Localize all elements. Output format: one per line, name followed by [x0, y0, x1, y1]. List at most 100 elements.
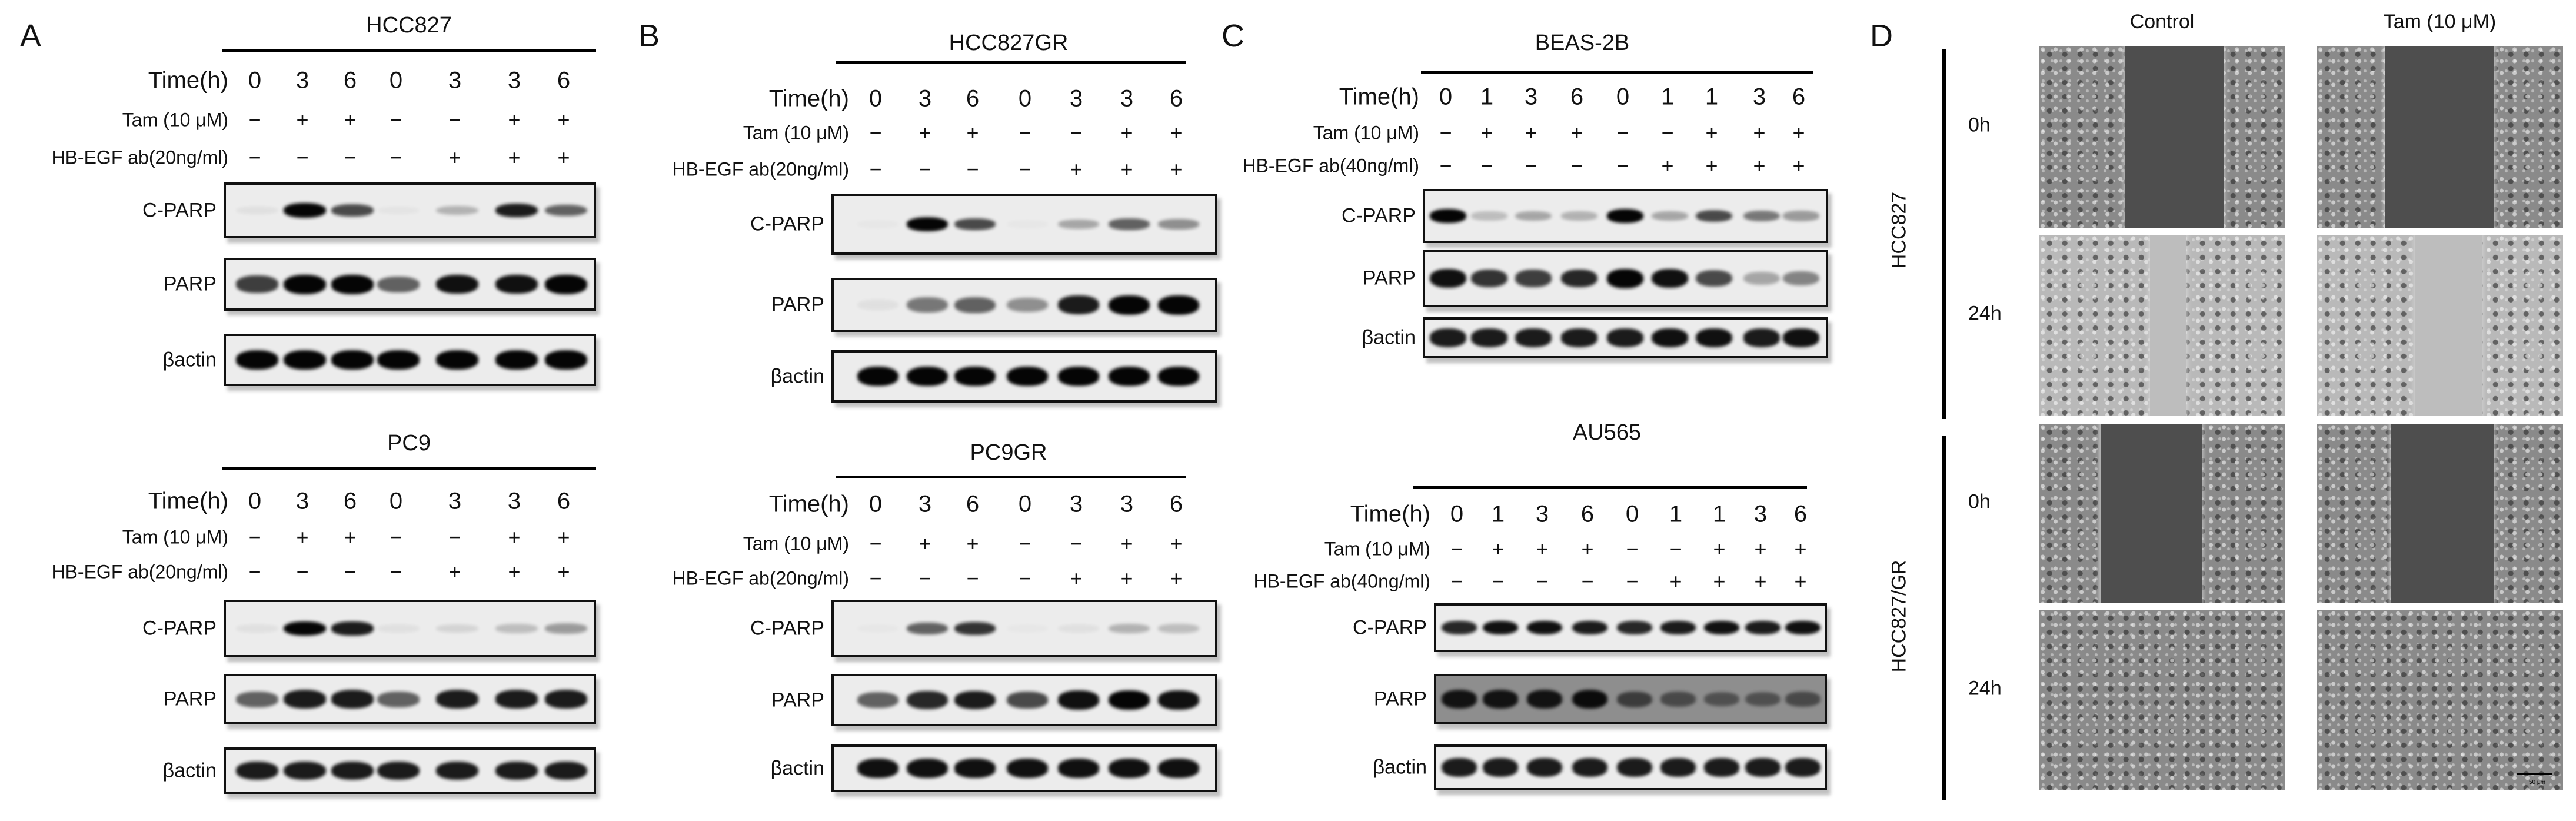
tam-row-label: Tam (10 μM) [743, 533, 849, 554]
ab-value: + [1754, 569, 1767, 593]
band [1515, 270, 1552, 287]
band [1430, 208, 1466, 224]
blot-label: βactin [162, 759, 217, 782]
tam-value: − [869, 121, 882, 145]
band [954, 759, 996, 778]
band [1007, 367, 1048, 386]
band [331, 690, 374, 709]
title-underline [1413, 486, 1807, 489]
tam-row-label: Tam (10 μM) [1313, 122, 1419, 144]
band [1704, 620, 1739, 635]
ab-row-label: HB-EGF ab(20ng/ml) [51, 561, 228, 583]
time-value: 3 [918, 491, 932, 517]
time-value: 0 [1450, 501, 1464, 527]
band [1652, 328, 1688, 348]
time-value: 1 [1491, 501, 1505, 527]
band [1660, 620, 1696, 635]
band [857, 624, 898, 632]
blot-parp [224, 674, 596, 724]
blot-label: PARP [163, 272, 217, 295]
blot-parp [224, 258, 596, 311]
band [1561, 328, 1597, 347]
blot-label: C-PARP [142, 199, 217, 221]
band [284, 274, 326, 294]
band [1442, 621, 1477, 634]
band [907, 367, 948, 386]
blot-label: PARP [163, 687, 217, 710]
time-value: 6 [1793, 501, 1808, 527]
tam-value: + [918, 121, 931, 145]
title-underline [836, 61, 1186, 64]
blot-label: C-PARP [1353, 616, 1427, 639]
tam-value: + [1570, 121, 1583, 145]
ab-value: − [918, 566, 931, 590]
band [284, 203, 326, 218]
band [1572, 689, 1607, 709]
blot-label: C-PARP [750, 617, 824, 640]
band [1483, 690, 1518, 709]
time-value: 6 [1570, 84, 1584, 110]
time-value: 6 [343, 488, 357, 514]
band [1007, 220, 1048, 228]
band [495, 690, 538, 709]
band [1652, 211, 1688, 221]
ab-value: − [966, 157, 979, 181]
ab-value: − [1536, 569, 1549, 593]
column-header: Tam (10 μM) [2383, 11, 2497, 33]
tam-value: + [1792, 121, 1805, 145]
band [545, 350, 587, 370]
blot-label: PARP [771, 293, 824, 316]
tam-value: + [966, 121, 979, 145]
tam-value: + [1525, 121, 1537, 145]
ab-value: − [296, 560, 309, 584]
time-value: 0 [389, 488, 403, 514]
band [1704, 692, 1739, 707]
ab-value: − [869, 566, 882, 590]
band [1743, 210, 1780, 222]
band [284, 621, 326, 636]
ab-value: − [1626, 569, 1639, 593]
band [1471, 211, 1507, 221]
band [1785, 758, 1820, 777]
band [1109, 295, 1150, 315]
band [1515, 211, 1552, 221]
band [1527, 690, 1562, 709]
band [1471, 270, 1507, 287]
band [1743, 271, 1780, 285]
tam-value: − [390, 108, 402, 132]
time-value: 6 [1169, 491, 1183, 517]
blot-label: PARP [1373, 687, 1427, 710]
ab-value: − [1492, 569, 1505, 593]
ab-value: + [1705, 154, 1718, 178]
blot-actin [1434, 744, 1827, 790]
ab-value: − [248, 145, 261, 169]
ab-value: − [1439, 154, 1452, 178]
tam-value: − [390, 525, 402, 549]
band [436, 761, 478, 780]
blot-label: βactin [162, 348, 217, 371]
ab-value: − [344, 560, 357, 584]
group-bar [1942, 436, 1946, 800]
time-label: 0h [1968, 490, 1991, 513]
time-value: 3 [918, 85, 932, 112]
ab-value: + [1661, 154, 1674, 178]
ab-value: − [1019, 157, 1031, 181]
time-value: 0 [1018, 85, 1032, 112]
blot-parp [831, 278, 1217, 332]
time-value: 1 [1660, 84, 1675, 110]
time-value: 6 [557, 488, 571, 514]
ab-value: − [869, 157, 882, 181]
band [1109, 759, 1150, 778]
time-value: 1 [1705, 84, 1719, 110]
ab-value: − [1570, 154, 1583, 178]
tam-value: + [966, 531, 979, 556]
tam-value: − [448, 108, 461, 132]
band [1007, 759, 1048, 778]
blot-cparp [1423, 189, 1828, 243]
tam-row-label: Tam (10 μM) [122, 109, 228, 131]
ab-value: − [390, 560, 402, 584]
band [1617, 758, 1652, 777]
ab-value: + [1669, 569, 1682, 593]
band [545, 690, 587, 709]
